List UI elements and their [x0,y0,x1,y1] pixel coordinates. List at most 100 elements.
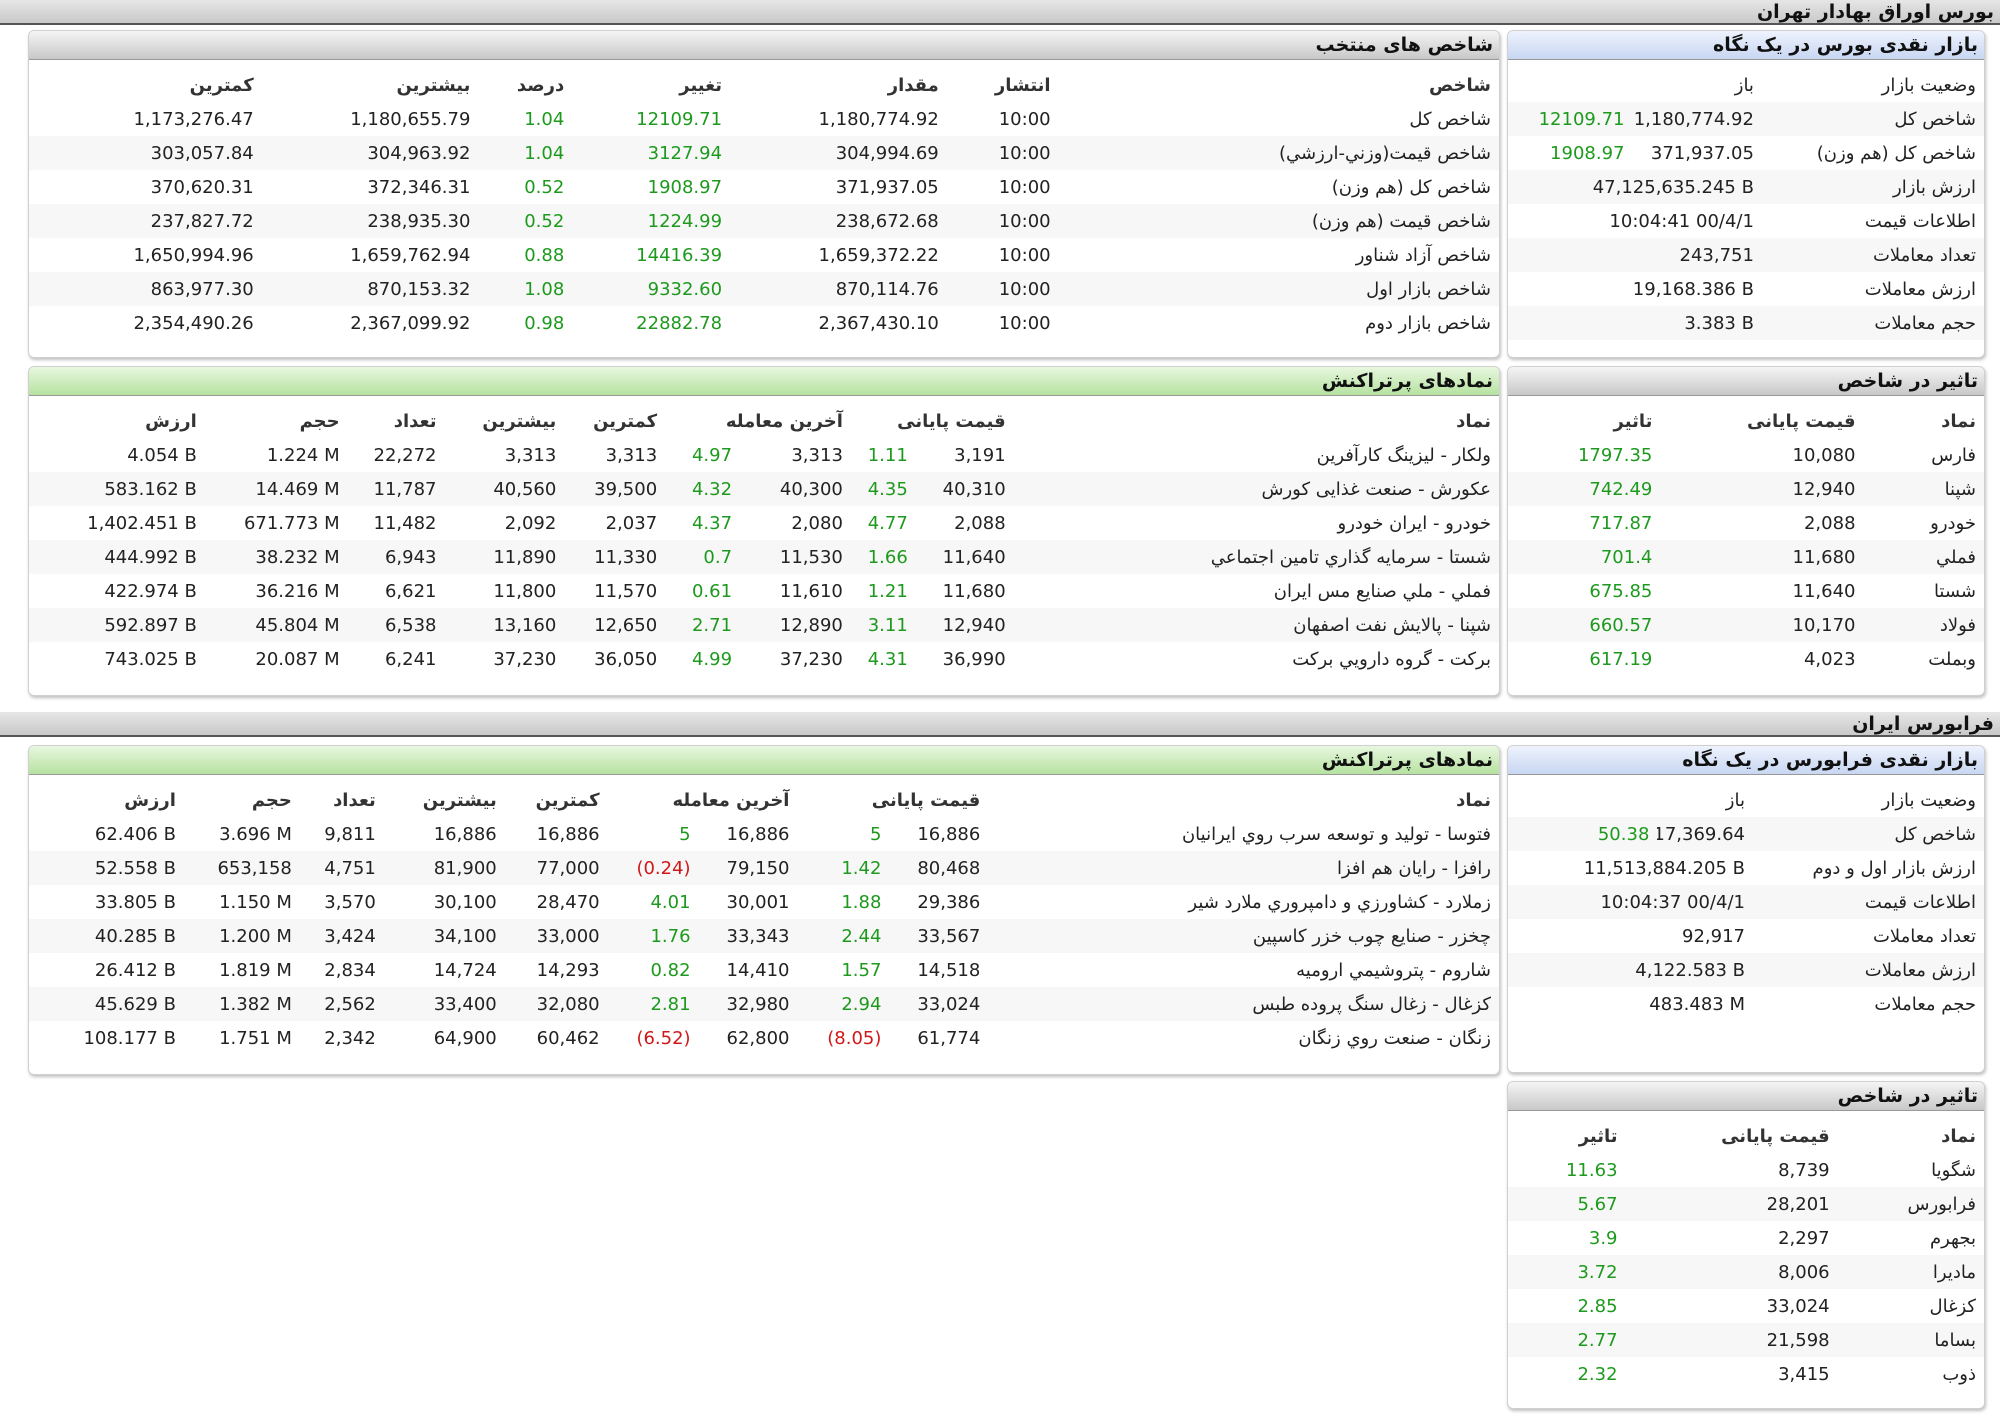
row-label: فرابورس [1837,1187,1984,1221]
cell: 6,538 [347,608,445,642]
label-text: بساما [1934,1329,1976,1351]
value-text: 81,900 [433,857,497,879]
value-text: 583.162 B [104,478,197,500]
cell: 3.11 [850,608,916,642]
value-text: 1,180,774.92 [818,108,939,130]
label-text: ماديرا [1932,1261,1976,1283]
row-label: کزغال - زغال سنگ پروده طبس [988,987,1499,1021]
table-row: کزغال 33,024 2.85 [1508,1289,1984,1323]
value-text: 617.19 [1589,648,1653,670]
value-text: 92,917 [1682,925,1745,947]
cell: 2,037 [564,506,665,540]
cell: (6.52) [608,1021,699,1055]
value-text: 0.88 [524,244,565,266]
value-text: 20.087 M [255,648,340,670]
cell: 14,293 [505,953,608,987]
value-text: 11,787 [373,478,437,500]
cell: 444.992 B [29,540,205,574]
value-text: 3.383 B [1684,312,1754,334]
header-row: شاخص انتشار مقدار تغییر درصد بیشترین کمترین [29,68,1499,102]
cell: 1,659,372.22 [730,238,947,272]
cell: 12,940 [1660,472,1864,506]
header-text: نماد [1456,410,1491,432]
cell: 671.773 M [205,506,348,540]
label-text: تعداد معاملات [1872,244,1976,266]
value-text: 4.32 [691,478,733,500]
value-text: 37,230 [493,648,557,670]
header-text: حجم [299,410,340,432]
value-text: 0.98 [524,312,565,334]
cell: 1,659,762.94 [262,238,479,272]
cell: 39,500 [564,472,666,506]
table-row: ماديرا 8,006 3.72 [1508,1255,1984,1289]
table-row: عکورش - صنعت غذایی کورش 40,310 4.35 40,300 4… [29,472,1499,506]
table-row: رافزا - رایان هم افزا 80,468 1.42 79,150 (0.… [29,851,1499,885]
table-body: وضعیت بازار باز شاخص کل 17,369.64 50.38 ارزش … [1508,783,1984,1021]
value-text: 592.897 B [104,614,197,636]
cell: 371,937.05 [1632,136,1761,170]
cell: 16,886 [505,817,608,851]
value-text: 3,313 [605,444,658,466]
value-text: (0.24) [636,857,691,879]
value-text: 60,462 [536,1027,600,1049]
value-text: 444.992 B [104,546,197,568]
label-text: شاخص کل [1894,108,1976,130]
value-text: 16,886 [433,823,497,845]
value-text: (6.52) [636,1027,691,1049]
cell: 1.57 [797,953,889,987]
table-body: وضعیت بازار باز شاخص کل 1,180,774.92 12109.7… [1508,68,1984,340]
cell: 10:00 [947,102,1059,136]
cell: 8,006 [1625,1255,1838,1289]
table-row: کزغال - زغال سنگ پروده طبس 33,024 2.94 32,9… [29,987,1499,1021]
cell: 10,080 [1660,438,1863,472]
row-label: خودرو [1864,506,1984,540]
value-text: 11.63 [1565,1159,1618,1181]
value-text: 62.406 B [94,823,176,845]
table-row: حجم معاملات 483.483 M [1508,987,1984,1021]
table-row: شپنا - پالایش نفت اصفهان 12,940 3.11 12,890… [29,608,1499,642]
column-header: آخرین معامله [608,783,798,817]
label-text: وضعیت بازار [1881,74,1976,96]
cell: 1.200 M [183,919,300,953]
row-label: ولکار - لیزینگ کارآفرین [1014,438,1499,472]
row-label: وبملت [1864,642,1984,676]
value-text: 1.224 M [266,444,340,466]
table-row: وضعیت بازار باز [1508,783,1984,817]
panel-title: تاثیر در شاخص [1508,367,1984,396]
column-header: مقدار [730,68,947,102]
cell: 1.42 [797,851,890,885]
label-text: اطلاعات قیمت [1864,891,1976,913]
value-text: 16,886 [726,823,790,845]
panel: نمادهای پرتراکنش نماد قیمت پایانی آخرین معا… [28,366,1500,696]
cell: 16,886 [699,817,798,851]
value-text: 12,940 [1792,478,1856,500]
value-text: 10,170 [1792,614,1856,636]
value-text: 4.99 [691,648,733,670]
column-header: کمترین [564,404,665,438]
value-text: 1.66 [867,546,908,568]
cell: 1.08 [478,272,573,306]
cell: 3.696 M [184,817,300,851]
row-label: اطلاعات قیمت [1752,885,1984,919]
panel: بازار نقدی فرابورس در یک نگاه وضعیت بازار… [1507,745,1985,1073]
column-header: بیشترین [444,404,564,438]
column-header: آخرین معامله [665,404,851,438]
value-text: 653,158 [217,857,292,879]
value-text: 10:04:41 00/4/1 [1609,210,1754,232]
table-body: فارس 10,080 1797.35 شپنا 12,940 742.49 خودرو 2,… [1508,438,1984,676]
cell: 64,900 [384,1021,505,1055]
cell: 3,424 [299,919,384,953]
value-text: 11,640 [1792,580,1856,602]
cell: 4.77 [851,506,916,540]
value-text: 3,570 [324,891,376,913]
cell: 617.19 [1508,642,1660,676]
value-text: 372,346.31 [367,176,471,198]
value-text: 8,739 [1778,1159,1830,1181]
value-text: 2,342 [324,1027,376,1049]
table-row: ولکار - لیزینگ کارآفرین 3,191 1.11 3,313 4.9… [29,438,1499,472]
table-row: شپنا 12,940 742.49 [1508,472,1984,506]
table-row: چخزر - صنایع چوب خزر کاسپین 33,567 2.44 33,… [29,919,1499,953]
value-text: 14,518 [917,959,981,981]
cell: 2,354,490.26 [29,306,262,340]
header-text: قیمت پایانی [897,410,1006,432]
